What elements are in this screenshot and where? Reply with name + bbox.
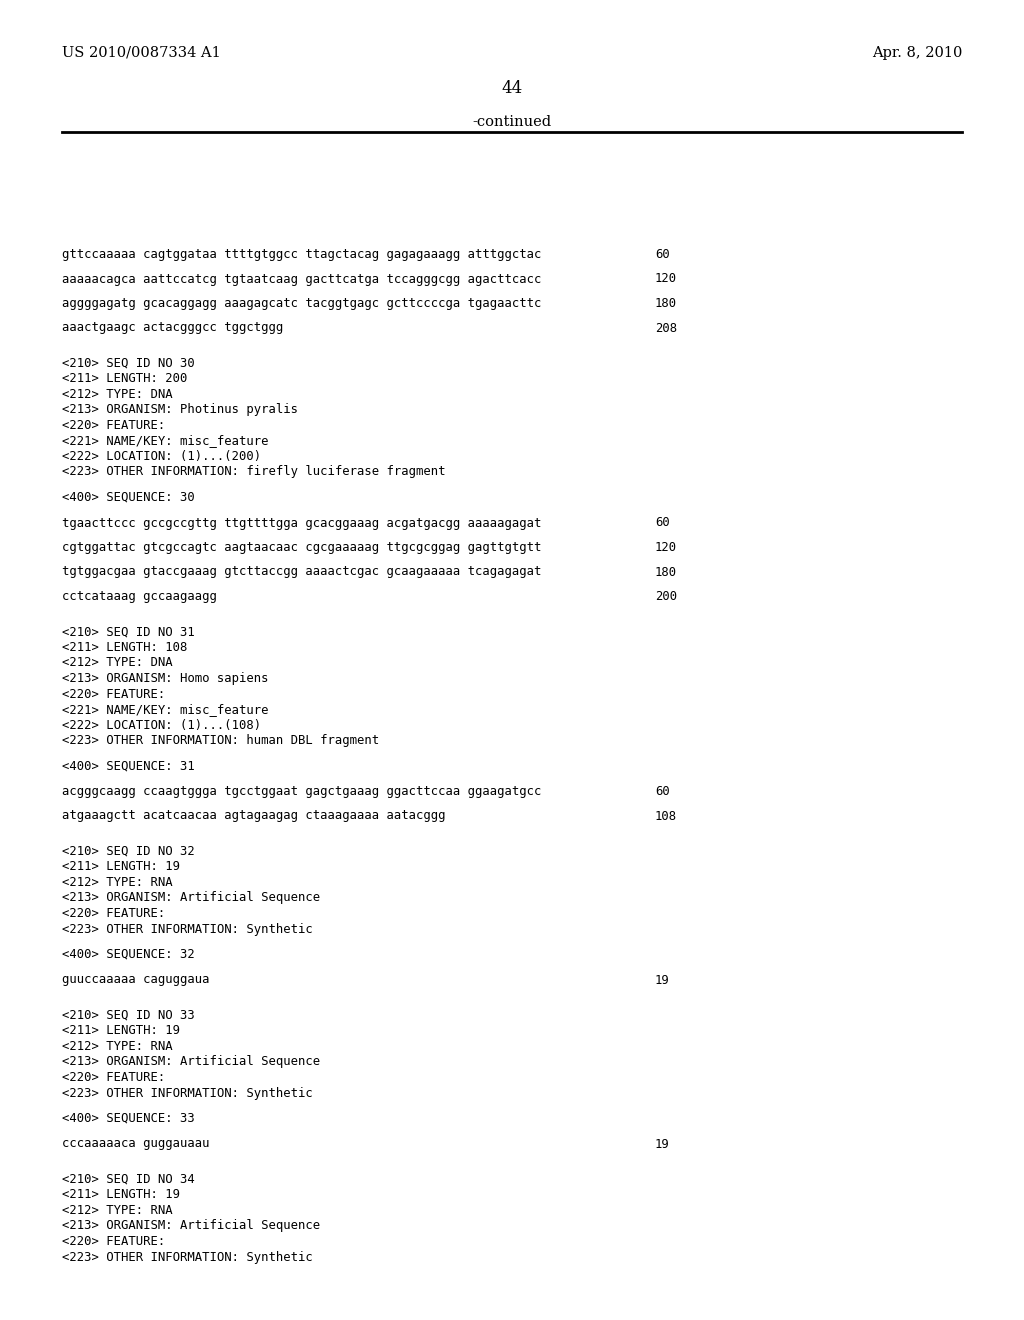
Text: 19: 19 xyxy=(655,974,670,986)
Text: <400> SEQUENCE: 30: <400> SEQUENCE: 30 xyxy=(62,491,195,504)
Text: <210> SEQ ID NO 33: <210> SEQ ID NO 33 xyxy=(62,1008,195,1022)
Text: 180: 180 xyxy=(655,565,677,578)
Text: acgggcaagg ccaagtggga tgcctggaat gagctgaaag ggacttccaa ggaagatgcc: acgggcaagg ccaagtggga tgcctggaat gagctga… xyxy=(62,785,542,799)
Text: <213> ORGANISM: Artificial Sequence: <213> ORGANISM: Artificial Sequence xyxy=(62,891,321,904)
Text: <211> LENGTH: 200: <211> LENGTH: 200 xyxy=(62,372,187,385)
Text: <210> SEQ ID NO 30: <210> SEQ ID NO 30 xyxy=(62,356,195,370)
Text: <220> FEATURE:: <220> FEATURE: xyxy=(62,418,165,432)
Text: tgaacttccc gccgccgttg ttgttttgga gcacggaaag acgatgacgg aaaaagagat: tgaacttccc gccgccgttg ttgttttgga gcacgga… xyxy=(62,516,542,529)
Text: 120: 120 xyxy=(655,272,677,285)
Text: 108: 108 xyxy=(655,809,677,822)
Text: 60: 60 xyxy=(655,785,670,799)
Text: <212> TYPE: RNA: <212> TYPE: RNA xyxy=(62,1040,173,1053)
Text: gttccaaaaa cagtggataa ttttgtggcc ttagctacag gagagaaagg atttggctac: gttccaaaaa cagtggataa ttttgtggcc ttagcta… xyxy=(62,248,542,261)
Text: atgaaagctt acatcaacaa agtagaagag ctaaagaaaa aatacggg: atgaaagctt acatcaacaa agtagaagag ctaaaga… xyxy=(62,809,445,822)
Text: <213> ORGANISM: Artificial Sequence: <213> ORGANISM: Artificial Sequence xyxy=(62,1056,321,1068)
Text: <221> NAME/KEY: misc_feature: <221> NAME/KEY: misc_feature xyxy=(62,434,268,447)
Text: <220> FEATURE:: <220> FEATURE: xyxy=(62,907,165,920)
Text: <223> OTHER INFORMATION: Synthetic: <223> OTHER INFORMATION: Synthetic xyxy=(62,1086,312,1100)
Text: <212> TYPE: DNA: <212> TYPE: DNA xyxy=(62,388,173,401)
Text: <212> TYPE: RNA: <212> TYPE: RNA xyxy=(62,876,173,888)
Text: 120: 120 xyxy=(655,541,677,554)
Text: <223> OTHER INFORMATION: firefly luciferase fragment: <223> OTHER INFORMATION: firefly lucifer… xyxy=(62,466,445,479)
Text: cctcataaag gccaagaagg: cctcataaag gccaagaagg xyxy=(62,590,217,603)
Text: cccaaaaaca guggauaau: cccaaaaaca guggauaau xyxy=(62,1138,210,1151)
Text: <220> FEATURE:: <220> FEATURE: xyxy=(62,1071,165,1084)
Text: 60: 60 xyxy=(655,516,670,529)
Text: <212> TYPE: RNA: <212> TYPE: RNA xyxy=(62,1204,173,1217)
Text: <211> LENGTH: 108: <211> LENGTH: 108 xyxy=(62,642,187,653)
Text: <400> SEQUENCE: 31: <400> SEQUENCE: 31 xyxy=(62,759,195,772)
Text: <220> FEATURE:: <220> FEATURE: xyxy=(62,1236,165,1247)
Text: -continued: -continued xyxy=(472,115,552,129)
Text: <222> LOCATION: (1)...(108): <222> LOCATION: (1)...(108) xyxy=(62,718,261,731)
Text: <210> SEQ ID NO 34: <210> SEQ ID NO 34 xyxy=(62,1173,195,1185)
Text: 44: 44 xyxy=(502,81,522,96)
Text: aggggagatg gcacaggagg aaagagcatc tacggtgagc gcttccccga tgagaacttc: aggggagatg gcacaggagg aaagagcatc tacggtg… xyxy=(62,297,542,310)
Text: cgtggattac gtcgccagtc aagtaacaac cgcgaaaaag ttgcgcggag gagttgtgtt: cgtggattac gtcgccagtc aagtaacaac cgcgaaa… xyxy=(62,541,542,554)
Text: <400> SEQUENCE: 33: <400> SEQUENCE: 33 xyxy=(62,1111,195,1125)
Text: <223> OTHER INFORMATION: Synthetic: <223> OTHER INFORMATION: Synthetic xyxy=(62,923,312,936)
Text: <220> FEATURE:: <220> FEATURE: xyxy=(62,688,165,701)
Text: 200: 200 xyxy=(655,590,677,603)
Text: <400> SEQUENCE: 32: <400> SEQUENCE: 32 xyxy=(62,948,195,961)
Text: <223> OTHER INFORMATION: Synthetic: <223> OTHER INFORMATION: Synthetic xyxy=(62,1250,312,1263)
Text: guuccaaaaa caguggaua: guuccaaaaa caguggaua xyxy=(62,974,210,986)
Text: aaaaacagca aattccatcg tgtaatcaag gacttcatga tccagggcgg agacttcacc: aaaaacagca aattccatcg tgtaatcaag gacttca… xyxy=(62,272,542,285)
Text: 60: 60 xyxy=(655,248,670,261)
Text: <213> ORGANISM: Artificial Sequence: <213> ORGANISM: Artificial Sequence xyxy=(62,1220,321,1233)
Text: <211> LENGTH: 19: <211> LENGTH: 19 xyxy=(62,1024,180,1038)
Text: <221> NAME/KEY: misc_feature: <221> NAME/KEY: misc_feature xyxy=(62,704,268,715)
Text: <213> ORGANISM: Homo sapiens: <213> ORGANISM: Homo sapiens xyxy=(62,672,268,685)
Text: <222> LOCATION: (1)...(200): <222> LOCATION: (1)...(200) xyxy=(62,450,261,463)
Text: <210> SEQ ID NO 32: <210> SEQ ID NO 32 xyxy=(62,845,195,858)
Text: Apr. 8, 2010: Apr. 8, 2010 xyxy=(871,46,962,59)
Text: <211> LENGTH: 19: <211> LENGTH: 19 xyxy=(62,861,180,874)
Text: aaactgaagc actacgggcc tggctggg: aaactgaagc actacgggcc tggctggg xyxy=(62,322,284,334)
Text: 19: 19 xyxy=(655,1138,670,1151)
Text: <211> LENGTH: 19: <211> LENGTH: 19 xyxy=(62,1188,180,1201)
Text: <223> OTHER INFORMATION: human DBL fragment: <223> OTHER INFORMATION: human DBL fragm… xyxy=(62,734,379,747)
Text: 208: 208 xyxy=(655,322,677,334)
Text: <213> ORGANISM: Photinus pyralis: <213> ORGANISM: Photinus pyralis xyxy=(62,404,298,417)
Text: 180: 180 xyxy=(655,297,677,310)
Text: <212> TYPE: DNA: <212> TYPE: DNA xyxy=(62,656,173,669)
Text: tgtggacgaa gtaccgaaag gtcttaccgg aaaactcgac gcaagaaaaa tcagagagat: tgtggacgaa gtaccgaaag gtcttaccgg aaaactc… xyxy=(62,565,542,578)
Text: US 2010/0087334 A1: US 2010/0087334 A1 xyxy=(62,46,221,59)
Text: <210> SEQ ID NO 31: <210> SEQ ID NO 31 xyxy=(62,626,195,639)
